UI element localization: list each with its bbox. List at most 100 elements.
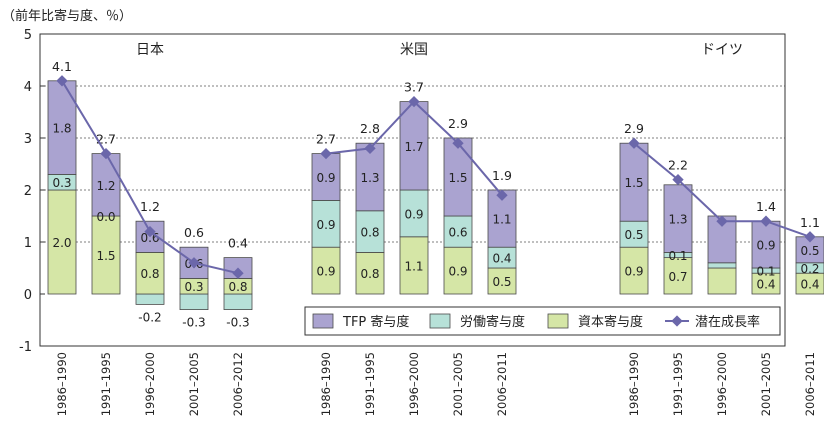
data-label-tfp: 1.2 <box>96 179 115 193</box>
x-tick-label: 1996–2000 <box>715 352 729 416</box>
line-marker-potential <box>452 137 464 149</box>
y-tick-label: 2 <box>24 184 32 199</box>
data-label-capital: 0.3 <box>184 280 203 294</box>
bar-segment-capital <box>47 189 77 295</box>
data-label-labor: 0.3 <box>52 176 71 190</box>
data-label-tfp: 1.7 <box>404 140 423 154</box>
data-label-potential: 1.2 <box>140 199 160 214</box>
line-marker-potential <box>804 231 816 243</box>
line-marker-potential <box>716 215 728 227</box>
data-label-potential: 2.7 <box>96 132 116 147</box>
bar-segment-tfp <box>619 142 649 222</box>
bar-segment-labor <box>223 293 253 311</box>
data-label-capital: 0.5 <box>492 275 511 289</box>
bar-segment-labor <box>707 262 737 269</box>
data-label-labor: 0.9 <box>316 218 335 232</box>
data-label-labor: -0.3 <box>182 316 205 330</box>
bar-segment-capital <box>443 246 473 295</box>
data-label-potential: 1.1 <box>800 215 820 230</box>
data-label-capital: 1.1 <box>404 259 423 273</box>
bar-segment-capital <box>399 236 429 295</box>
bar-segment-capital <box>487 267 517 295</box>
bar-segment-tfp <box>91 153 121 217</box>
bar-segment-capital <box>355 251 385 295</box>
bar-segment-labor <box>179 293 209 311</box>
legend-swatch-labor <box>429 313 451 329</box>
legend-swatch-tfp <box>312 313 334 329</box>
legend-label-labor: 労働寄与度 <box>460 314 525 330</box>
data-label-tfp: 1.8 <box>52 122 71 136</box>
data-label-labor: 0.2 <box>800 262 819 276</box>
x-tick-label: 1991–1995 <box>671 352 685 416</box>
data-label-labor: 0.5 <box>624 228 643 242</box>
bar-segment-tfp <box>311 153 341 201</box>
x-tick-label: 1991–1995 <box>99 352 113 416</box>
data-label-tfp: 1.3 <box>668 213 687 227</box>
x-tick-label: 1986–1990 <box>55 352 69 416</box>
y-axis-unit-label: （前年比寄与度、％） <box>2 8 132 24</box>
data-label-capital: 0.8 <box>360 267 379 281</box>
bar-segment-capital <box>135 251 165 295</box>
legend-label-tfp: TFP 寄与度 <box>342 314 409 330</box>
x-tick-label: 2006–2011 <box>803 352 817 416</box>
data-label-labor: 0.8 <box>360 226 379 240</box>
data-label-capital: 0.8 <box>228 280 247 294</box>
bar-segment-tfp <box>399 101 429 191</box>
x-tick-label: 1986–1990 <box>627 352 641 416</box>
y-tick-label: -1 <box>19 340 32 355</box>
x-tick-label: 2001–2005 <box>451 352 465 416</box>
bar-segment-tfp <box>663 184 693 253</box>
legend-swatch-marker <box>671 315 683 327</box>
line-marker-potential <box>188 257 200 269</box>
data-label-tfp: 0.5 <box>800 244 819 258</box>
bar-segment-tfp <box>443 137 473 217</box>
data-label-labor: 0.1 <box>756 265 775 279</box>
bar-segment-capital <box>707 267 737 295</box>
data-label-tfp: 0.9 <box>316 171 335 185</box>
data-label-tfp: 0.9 <box>756 239 775 253</box>
legend-box <box>304 306 781 336</box>
data-label-labor: -0.3 <box>226 316 249 330</box>
data-label-potential: 2.8 <box>360 121 380 136</box>
data-label-labor: -0.2 <box>138 310 161 324</box>
legend-swatch-capital <box>547 313 569 329</box>
bar-segment-capital <box>91 215 121 295</box>
bar-segment-labor <box>135 293 165 305</box>
line-marker-potential <box>496 189 508 201</box>
group-label: ドイツ <box>701 42 743 58</box>
y-tick-label: 3 <box>24 132 32 147</box>
data-label-labor: 0.6 <box>448 226 467 240</box>
x-tick-label: 2006–2012 <box>231 352 245 416</box>
data-label-potential: 3.7 <box>404 80 424 95</box>
y-tick-label: 0 <box>24 288 32 303</box>
line-marker-potential <box>628 137 640 149</box>
data-label-tfp: 1.1 <box>492 213 511 227</box>
x-tick-label: 1986–1990 <box>319 352 333 416</box>
data-label-capital: 0.9 <box>316 265 335 279</box>
data-label-labor: 0.4 <box>492 252 511 266</box>
x-tick-label: 2001–2005 <box>187 352 201 416</box>
data-label-capital: 0.9 <box>624 265 643 279</box>
data-label-capital: 0.7 <box>668 270 687 284</box>
x-tick-label: 2001–2005 <box>759 352 773 416</box>
bar-segment-capital <box>311 246 341 295</box>
data-label-potential: 1.4 <box>756 199 776 214</box>
legend-label-line: 潜在成長率 <box>695 314 760 330</box>
y-tick-label: 5 <box>24 28 32 43</box>
line-marker-potential <box>144 225 156 238</box>
bar-segment-labor <box>399 189 429 238</box>
x-tick-label: 1996–2000 <box>143 352 157 416</box>
y-tick-label: 1 <box>24 236 32 251</box>
x-tick-label: 2006–2011 <box>495 352 509 416</box>
data-label-capital: 0.9 <box>448 265 467 279</box>
data-label-potential: 1.9 <box>492 168 512 183</box>
data-label-potential: 4.1 <box>52 59 72 74</box>
data-label-potential: 2.9 <box>448 116 468 131</box>
line-marker-potential <box>232 267 244 279</box>
group-label: 日本 <box>136 42 164 58</box>
data-label-capital: 0.4 <box>756 278 775 292</box>
line-marker-potential <box>760 215 772 227</box>
bar-segment-tfp <box>751 220 781 269</box>
